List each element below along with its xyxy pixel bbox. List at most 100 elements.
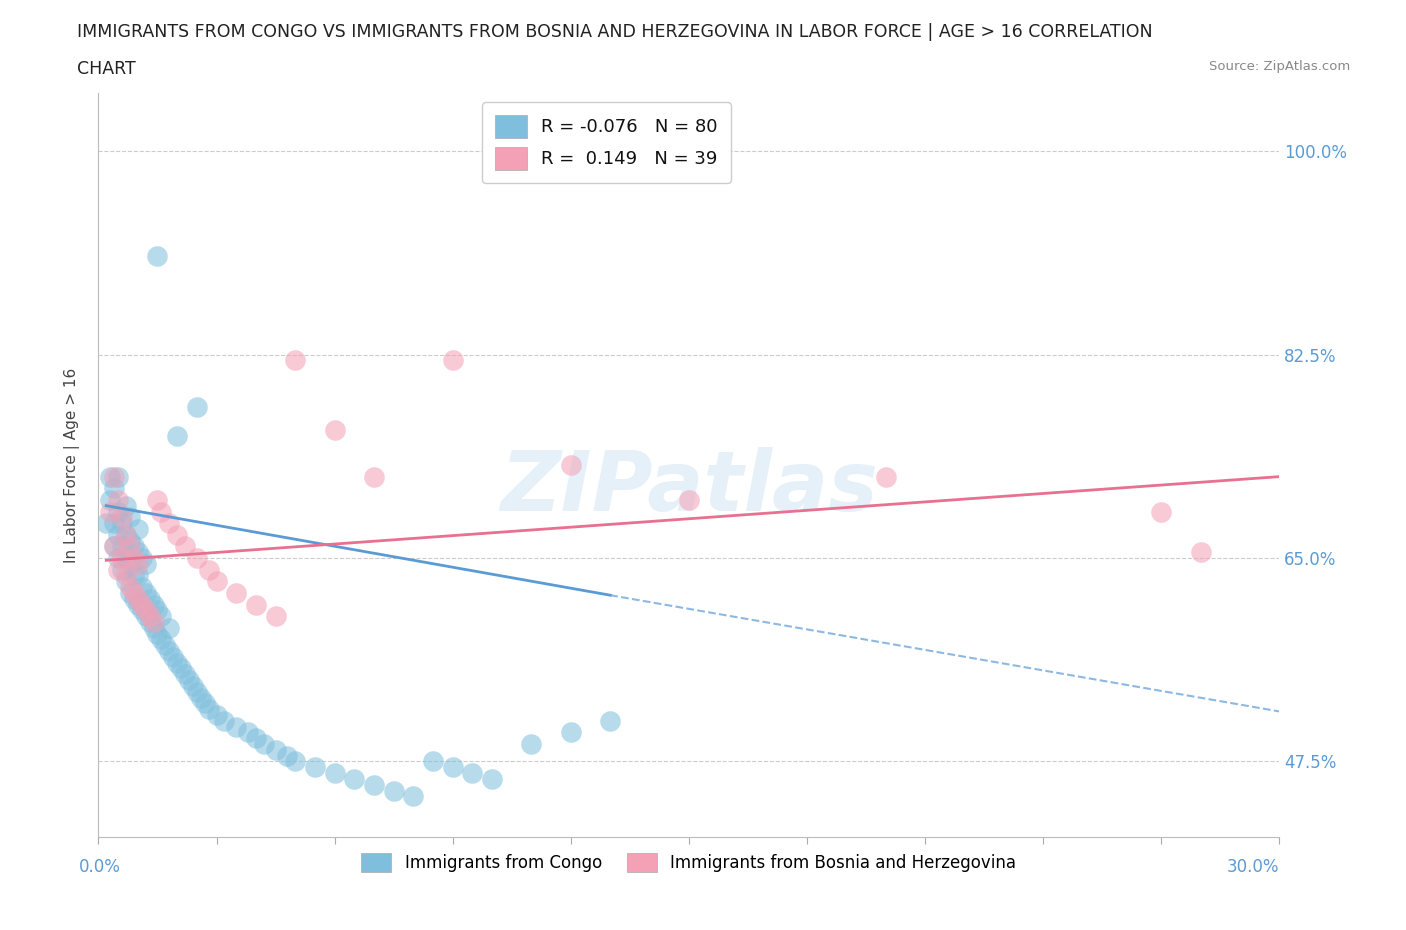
Point <box>118 539 141 554</box>
Point <box>118 586 141 601</box>
Point <box>118 510 141 525</box>
Point <box>103 481 125 496</box>
Point <box>118 533 141 548</box>
Point <box>122 586 145 601</box>
Point <box>441 760 464 775</box>
Point <box>135 609 157 624</box>
Point <box>162 649 184 664</box>
Point <box>138 609 160 624</box>
Point <box>115 574 138 589</box>
Point <box>146 603 169 618</box>
Point <box>323 423 346 438</box>
Point <box>461 765 484 780</box>
Point <box>107 551 129 565</box>
Point <box>135 556 157 571</box>
Point <box>181 679 204 694</box>
Point <box>146 493 169 508</box>
Point <box>107 504 129 519</box>
Point <box>107 527 129 542</box>
Point <box>157 516 180 531</box>
Point <box>118 579 141 594</box>
Text: ZIPatlas: ZIPatlas <box>501 446 877 528</box>
Point <box>194 696 217 711</box>
Point <box>115 527 138 542</box>
Point <box>197 562 219 577</box>
Point <box>481 772 503 787</box>
Point <box>245 731 267 746</box>
Point <box>107 493 129 508</box>
Point <box>122 568 145 583</box>
Point <box>107 562 129 577</box>
Point <box>186 551 208 565</box>
Point <box>122 591 145 606</box>
Point <box>253 737 276 751</box>
Point <box>142 615 165 630</box>
Point <box>146 248 169 263</box>
Point <box>284 353 307 368</box>
Point <box>98 470 121 485</box>
Point <box>382 783 405 798</box>
Point <box>174 539 197 554</box>
Text: 30.0%: 30.0% <box>1227 857 1279 876</box>
Point <box>103 539 125 554</box>
Point <box>150 504 173 519</box>
Point <box>560 725 582 740</box>
Point <box>166 429 188 444</box>
Point <box>1189 545 1212 560</box>
Point <box>127 597 149 612</box>
Point <box>599 713 621 728</box>
Point <box>127 556 149 571</box>
Point <box>363 777 385 792</box>
Point <box>441 353 464 368</box>
Point <box>276 748 298 763</box>
Text: IMMIGRANTS FROM CONGO VS IMMIGRANTS FROM BOSNIA AND HERZEGOVINA IN LABOR FORCE |: IMMIGRANTS FROM CONGO VS IMMIGRANTS FROM… <box>77 23 1153 41</box>
Point <box>150 632 173 647</box>
Point <box>520 737 543 751</box>
Point <box>304 760 326 775</box>
Point <box>186 684 208 699</box>
Point <box>127 522 149 537</box>
Point <box>422 754 444 769</box>
Point <box>118 556 141 571</box>
Point <box>157 620 180 635</box>
Text: 0.0%: 0.0% <box>79 857 121 876</box>
Point <box>560 458 582 472</box>
Point <box>127 545 149 560</box>
Text: Source: ZipAtlas.com: Source: ZipAtlas.com <box>1209 60 1350 73</box>
Point <box>245 597 267 612</box>
Point <box>174 667 197 682</box>
Point <box>264 609 287 624</box>
Point <box>402 789 425 804</box>
Point <box>103 470 125 485</box>
Point <box>678 493 700 508</box>
Point <box>142 597 165 612</box>
Point <box>157 644 180 658</box>
Point <box>111 510 134 525</box>
Point <box>323 765 346 780</box>
Y-axis label: In Labor Force | Age > 16: In Labor Force | Age > 16 <box>63 367 80 563</box>
Point <box>111 551 134 565</box>
Point <box>131 579 153 594</box>
Point <box>115 527 138 542</box>
Point <box>122 551 145 565</box>
Point <box>166 527 188 542</box>
Point <box>190 690 212 705</box>
Point <box>135 586 157 601</box>
Point <box>170 661 193 676</box>
Point <box>98 493 121 508</box>
Point <box>115 568 138 583</box>
Point <box>111 562 134 577</box>
Point <box>111 539 134 554</box>
Point <box>122 539 145 554</box>
Point <box>131 597 153 612</box>
Point <box>205 708 228 723</box>
Text: CHART: CHART <box>77 60 136 78</box>
Point <box>146 626 169 641</box>
Point <box>142 620 165 635</box>
Point <box>343 772 366 787</box>
Point <box>127 591 149 606</box>
Point <box>131 551 153 565</box>
Point <box>363 470 385 485</box>
Point <box>225 586 247 601</box>
Point <box>107 470 129 485</box>
